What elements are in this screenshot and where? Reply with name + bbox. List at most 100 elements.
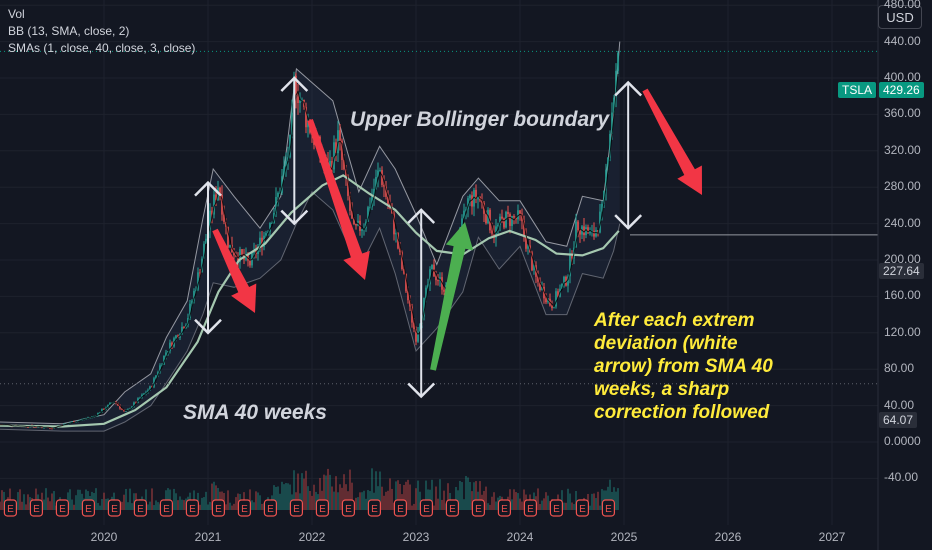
volume-bar: [9, 488, 11, 510]
volume-bar: [101, 498, 103, 510]
volume-bar: [467, 477, 469, 510]
volume-bar: [589, 505, 591, 510]
volume-bar: [327, 468, 329, 510]
volume-bar: [565, 502, 567, 510]
price-tick-label: 320.00: [884, 142, 921, 157]
candle: [383, 175, 385, 198]
candle: [615, 63, 617, 108]
rally-arrows: [430, 222, 474, 371]
price-tick-label: 360.00: [884, 106, 921, 121]
candle: [277, 191, 279, 207]
candle: [437, 274, 439, 286]
volume-bar: [381, 486, 383, 510]
volume-bar: [121, 501, 123, 510]
candle: [531, 250, 533, 272]
volume-bar: [293, 470, 295, 510]
currency-button[interactable]: USD: [878, 5, 922, 29]
volume-bar: [419, 491, 421, 510]
bollinger-indicator-label[interactable]: BB (13, SMA, close, 2): [8, 24, 130, 38]
earnings-marker-label: E: [163, 504, 170, 515]
candle: [259, 231, 261, 253]
volume-bar: [521, 501, 523, 510]
earnings-marker: E: [289, 499, 303, 517]
red-correction-arrow: [307, 119, 370, 280]
candle: [381, 166, 383, 188]
volume-bar: [35, 488, 37, 510]
earnings-marker-label: E: [475, 504, 482, 515]
volume-bar: [523, 489, 525, 510]
volume-bar: [547, 495, 549, 510]
volume-bar: [349, 469, 351, 510]
candle: [369, 197, 371, 212]
volume-bar: [233, 503, 235, 510]
volume-bar: [415, 488, 417, 510]
earnings-marker: E: [549, 499, 564, 517]
candle: [423, 297, 425, 321]
reference-price-tag: 227.64: [879, 263, 924, 279]
bollinger-upper-line: [0, 41, 621, 425]
white-arrow-head: [407, 208, 436, 224]
time-tick-label: 2022: [298, 530, 326, 544]
earnings-marker: E: [601, 499, 616, 517]
candle: [103, 408, 105, 411]
volume-bar: [343, 474, 345, 510]
volume-bar: [361, 492, 363, 510]
volume-bar: [307, 486, 309, 510]
candle: [599, 204, 601, 234]
correction-arrows: [212, 88, 702, 313]
volume-bar: [303, 478, 305, 510]
volume-bar: [377, 486, 379, 510]
volume-bar: [175, 493, 177, 510]
volume-bar: [255, 491, 257, 510]
earnings-marker-label: E: [527, 504, 534, 515]
earnings-marker: E: [263, 499, 277, 517]
candle: [361, 228, 363, 238]
volume-bar: [229, 502, 231, 510]
volume-bar: [403, 484, 405, 510]
volume-bar: [487, 503, 489, 510]
volume-bar: [235, 497, 237, 510]
volume-bar: [173, 488, 175, 510]
candle: [297, 83, 299, 115]
earnings-marker-label: E: [423, 504, 430, 515]
volume-bar: [561, 490, 563, 510]
volume-bar: [509, 489, 511, 510]
sma-indicator-label[interactable]: SMAs (1, close, 40, close, 3, close): [8, 41, 196, 55]
volume-bar: [515, 492, 517, 510]
time-tick-label: 2020: [90, 530, 118, 544]
candle: [169, 339, 171, 354]
candle: [289, 134, 291, 159]
price-tick-label: 0.0000: [884, 434, 921, 448]
red-correction-arrow: [212, 228, 257, 313]
earnings-marker-label: E: [267, 504, 274, 515]
earnings-marker: E: [471, 499, 485, 517]
candle: [393, 211, 395, 241]
earnings-marker-label: E: [397, 504, 404, 515]
volume-indicator-label[interactable]: Vol: [8, 7, 25, 21]
candle: [171, 341, 173, 350]
volume-bar: [417, 480, 419, 510]
volume-bar: [395, 481, 397, 510]
candle: [471, 191, 473, 215]
volume-bar: [315, 491, 317, 510]
upper-bollinger-annotation: Upper Bollinger boundary: [350, 108, 610, 131]
volume-bar: [519, 498, 521, 510]
candle: [141, 393, 143, 399]
volume-bar: [225, 504, 227, 510]
candle: [563, 275, 565, 288]
volume-bar: [371, 468, 373, 510]
volume-bar: [367, 490, 369, 510]
volume-bar: [45, 488, 47, 510]
earnings-marker: E: [497, 499, 511, 517]
volume-bar: [617, 488, 619, 510]
volume-bar: [485, 486, 487, 510]
price-tick-label: 280.00: [884, 179, 921, 194]
volume-bar: [365, 498, 367, 510]
volume-bar: [279, 493, 281, 510]
volume-bar: [363, 490, 365, 510]
volume-bar: [539, 504, 541, 510]
volume-bar: [25, 504, 27, 510]
time-tick-label: 2026: [714, 530, 742, 544]
